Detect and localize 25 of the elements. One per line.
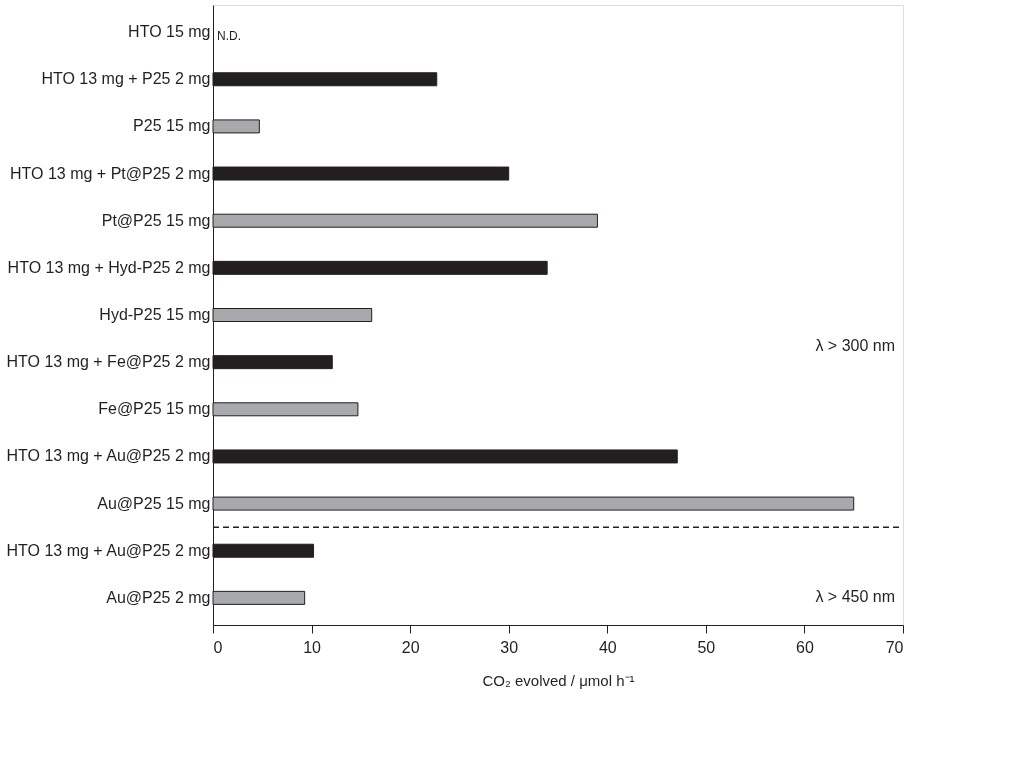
annotation: λ > 300 nm (815, 337, 895, 354)
y-tick-label: Pt@P25 15 mg (101, 211, 211, 229)
x-tick-label: 30 (500, 638, 519, 656)
annotation: N.D. (217, 29, 241, 44)
x-tick-label: 20 (401, 638, 420, 656)
y-tick-label: Fe@P25 15 mg (98, 400, 211, 418)
y-tick-label: HTO 13 mg + Au@P25 2 mg (6, 447, 211, 465)
y-tick-label: HTO 15 mg (128, 23, 211, 41)
y-tick-label: Au@P25 2 mg (106, 588, 211, 606)
y-tick-label: Au@P25 15 mg (97, 494, 211, 512)
y-tick-label: HTO 13 mg + Fe@P25 2 mg (6, 353, 211, 371)
y-tick-label: HTO 13 mg + Au@P25 2 mg (6, 541, 211, 559)
y-tick-label: HTO 13 mg + Hyd-P25 2 mg (7, 258, 211, 276)
x-tick-label: 10 (303, 638, 322, 656)
y-tick-label: HTO 13 mg + P25 2 mg (41, 70, 211, 88)
x-tick-label: 0 (213, 638, 223, 656)
y-tick-label: Hyd-P25 15 mg (99, 306, 211, 323)
y-tick-label: P25 15 mg (133, 117, 211, 135)
y-tick-label: HTO 13 mg + Pt@P25 2 mg (10, 164, 211, 182)
x-tick-label: 50 (697, 638, 716, 656)
x-tick-label: 40 (598, 638, 617, 656)
x-tick-label: 60 (796, 638, 814, 656)
annotation: λ > 450 nm (815, 588, 895, 606)
x-tick-label: 70 (885, 638, 904, 656)
x-axis-title: CO₂ evolved / μmol h⁻¹ (482, 671, 635, 689)
